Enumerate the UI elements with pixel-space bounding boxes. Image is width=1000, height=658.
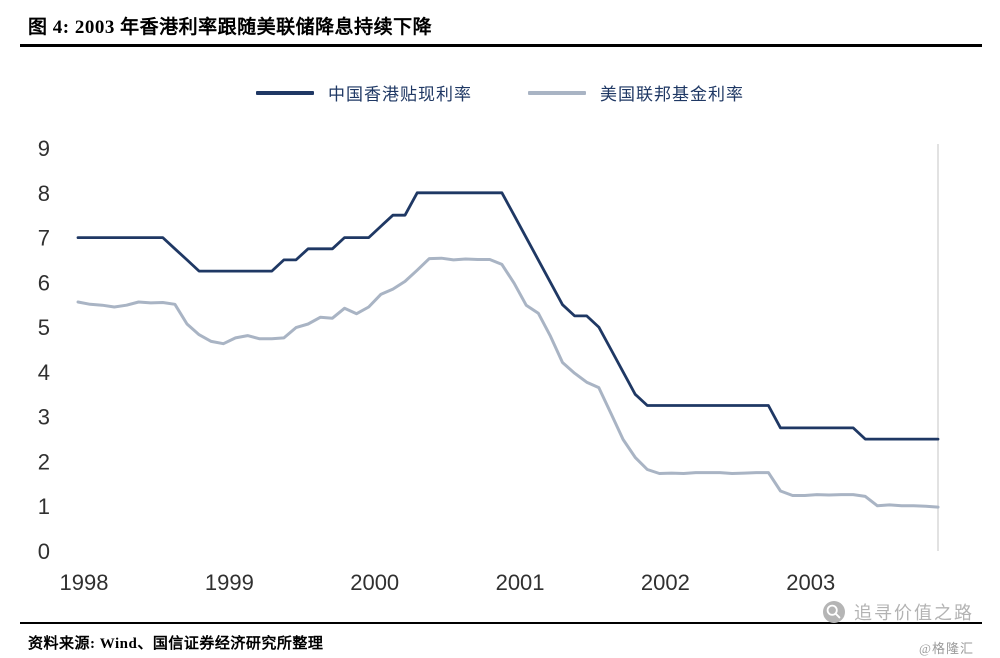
watermark-text: 追寻价值之路	[854, 603, 974, 623]
y-tick-label: 7	[38, 226, 50, 251]
header-rule	[20, 44, 982, 47]
y-tick-label: 4	[38, 360, 50, 385]
y-tick-label: 6	[38, 270, 50, 295]
legend-label-hk: 中国香港贴现利率	[328, 85, 472, 104]
legend-item-hk: 中国香港贴现利率	[256, 80, 472, 105]
y-tick-label: 9	[38, 136, 50, 161]
legend-swatch-hk-line	[256, 90, 314, 95]
y-tick-label: 2	[38, 449, 50, 474]
legend-item-us: 美国联邦基金利率	[528, 80, 744, 105]
footer-rule	[20, 622, 982, 624]
legend-label-us: 美国联邦基金利率	[600, 85, 744, 104]
x-tick-label: 2001	[496, 570, 545, 595]
x-tick-label: 2000	[350, 570, 399, 595]
magnifier-icon	[823, 601, 845, 623]
y-tick-label: 1	[38, 494, 50, 519]
x-tick-label: 1999	[205, 570, 254, 595]
x-tick-label: 2002	[641, 570, 690, 595]
series-line-hk	[76, 191, 940, 441]
y-tick-label: 5	[38, 315, 50, 340]
legend-swatch-us-line	[528, 90, 586, 95]
line-chart: 9 8 7 6 5 4 3 2 1 0 1998 1999 2000 2001 2002 2003	[38, 136, 940, 595]
y-tick-label: 3	[38, 405, 50, 430]
chart-legend: 中国香港贴现利率 美国联邦基金利率	[0, 80, 1000, 105]
figure-title: 图 4: 2003 年香港利率跟随美联储降息持续下降	[28, 17, 433, 38]
x-tick-label: 1998	[60, 570, 109, 595]
x-tick-label: 2003	[786, 570, 835, 595]
source-text: 资料来源: Wind、国信证券经济研究所整理	[28, 636, 324, 652]
series-line-us	[76, 256, 940, 509]
watermark: 追寻价值之路	[822, 599, 974, 625]
y-tick-label: 0	[38, 539, 50, 564]
y-tick-label: 8	[38, 181, 50, 206]
watermark-handle: @格隆汇	[919, 641, 974, 656]
